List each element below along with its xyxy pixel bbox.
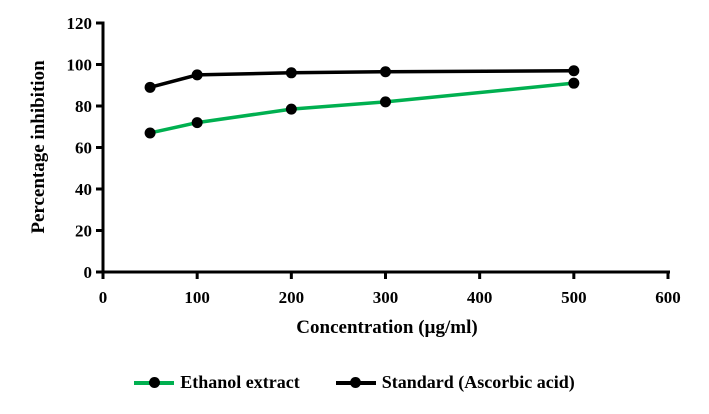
data-point-marker (285, 103, 297, 115)
x-tick-label: 400 (467, 288, 493, 307)
circle-marker-icon (350, 377, 362, 388)
legend-label-standard-ascorbic-acid: Standard (Ascorbic acid) (381, 372, 575, 392)
x-tick-label: 200 (279, 288, 305, 307)
x-tick-label: 500 (561, 288, 587, 307)
data-point-marker (568, 77, 580, 89)
x-tick-label: 100 (184, 288, 210, 307)
line-marker-icon (335, 377, 376, 389)
legend: Ethanol extract Standard (Ascorbic acid) (0, 372, 709, 393)
data-point-marker (568, 65, 580, 77)
y-tick-label: 80 (75, 97, 92, 116)
data-point-marker (285, 67, 297, 79)
data-point-marker (144, 81, 156, 93)
y-axis-title: Percentage inhibition (28, 60, 49, 234)
axes (96, 21, 670, 279)
data-point-marker (191, 69, 203, 81)
data-point-marker (380, 66, 391, 78)
y-tick-label: 100 (67, 56, 93, 75)
legend-label-ethanol-extract: Ethanol extract (180, 372, 300, 392)
data-point-marker (144, 127, 156, 139)
legend-item-ethanol-extract: Ethanol extract (134, 372, 300, 393)
x-tick-label: 300 (373, 288, 399, 307)
x-tick-label: 0 (99, 288, 108, 307)
y-tick-label: 20 (75, 222, 92, 241)
legend-item-standard-ascorbic-acid: Standard (Ascorbic acid) (335, 372, 575, 393)
x-tick-label: 600 (655, 288, 681, 307)
series-line (148, 81, 576, 135)
y-tick-label: 120 (67, 14, 93, 33)
line-marker-icon (134, 377, 175, 389)
y-tick-label: 40 (75, 180, 92, 199)
data-point-marker (191, 117, 203, 129)
x-axis-title: Concentration (µg/ml) (296, 317, 478, 338)
data-point-marker (380, 96, 391, 108)
y-tick-label: 60 (75, 139, 92, 158)
circle-marker-icon (148, 377, 160, 388)
series-line (148, 68, 576, 90)
y-tick-label: 0 (84, 263, 93, 282)
